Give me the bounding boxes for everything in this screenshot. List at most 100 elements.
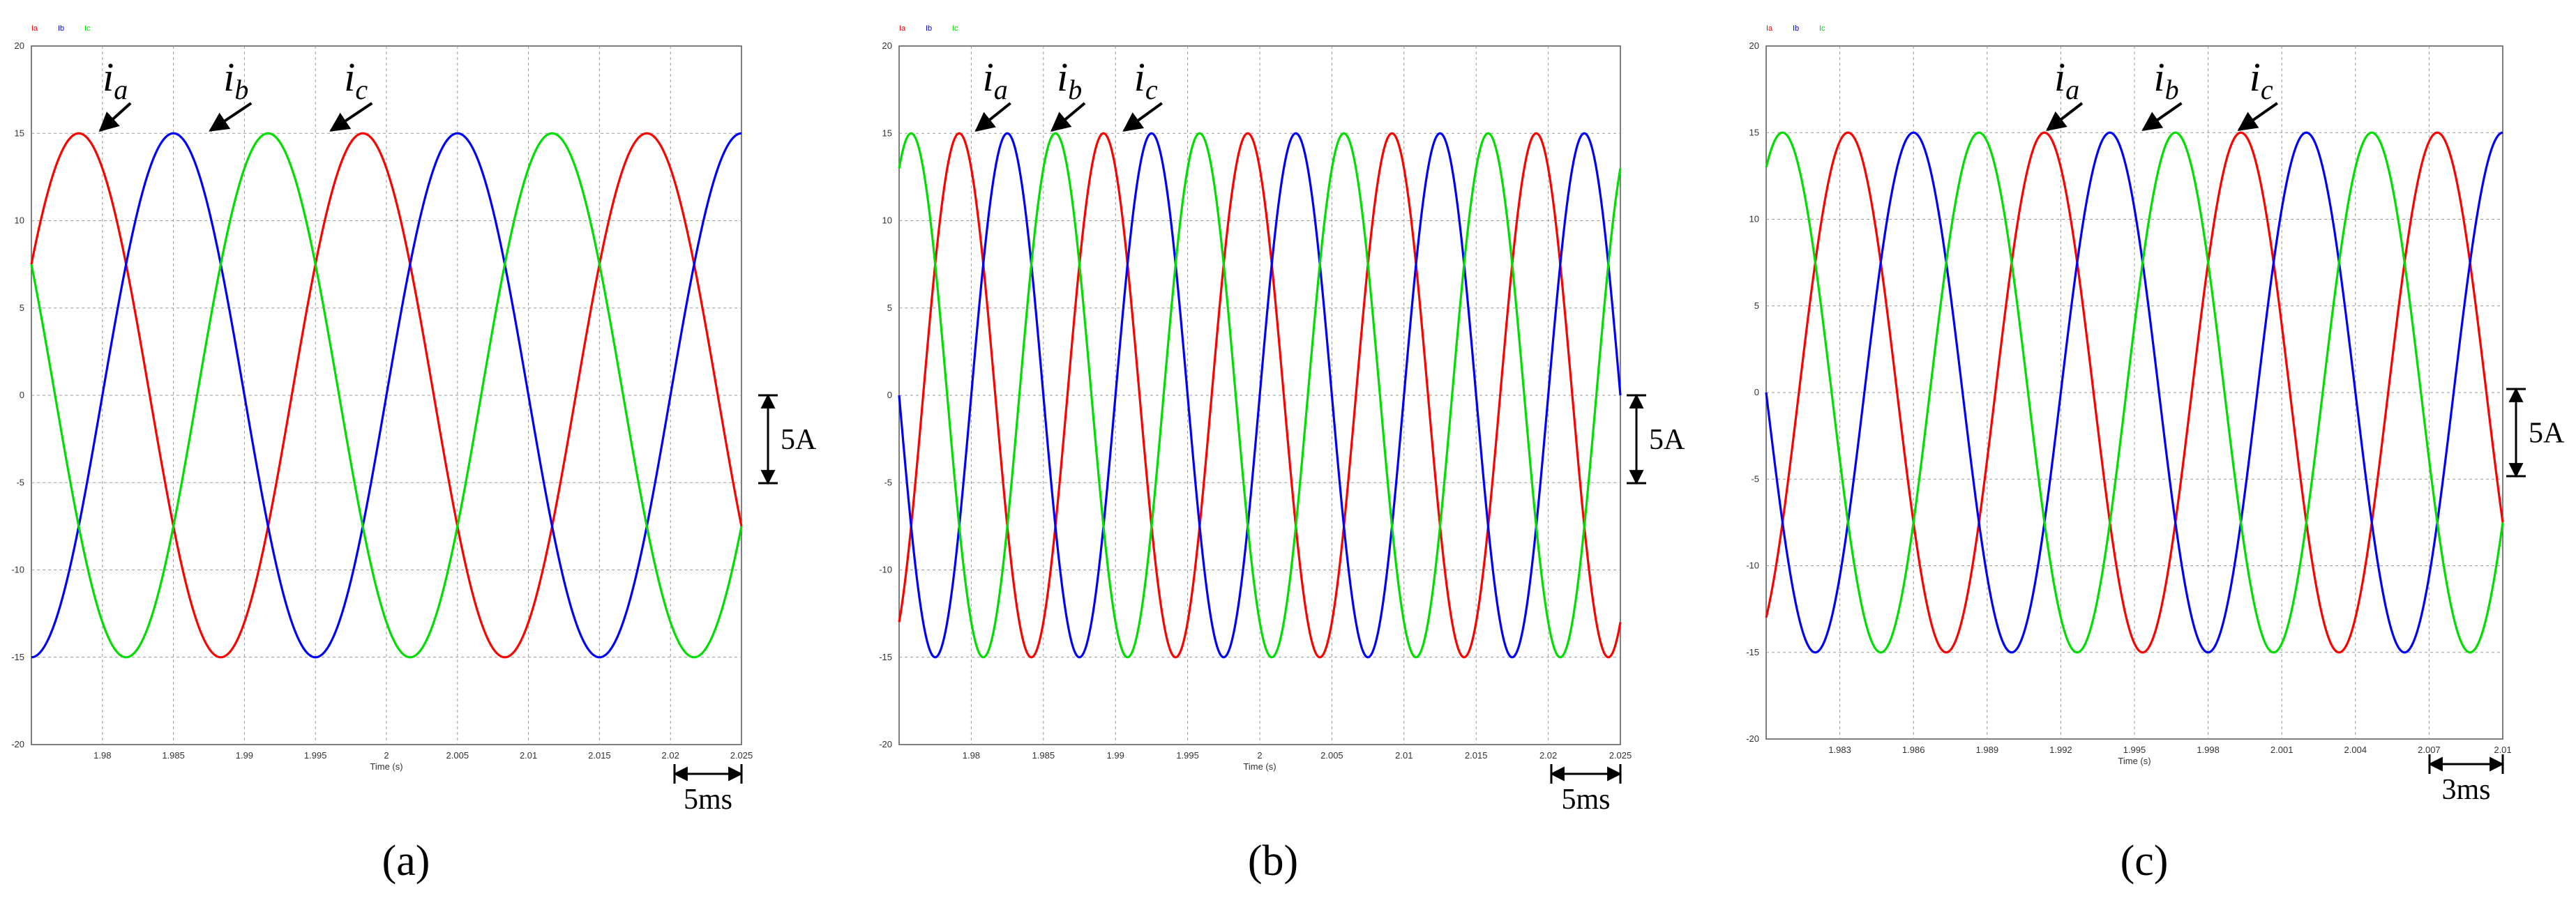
y-tick-label: -15: [879, 652, 892, 662]
series-line-ia: [898, 132, 1622, 659]
x-tick-label: 2.001: [2270, 745, 2293, 755]
curve-label-arrow: [2141, 102, 2183, 131]
legend-entry: Ia: [31, 24, 38, 33]
series-line-ib: [30, 132, 743, 659]
legend-entry: Ib: [926, 24, 932, 33]
x-tick-label: 2.015: [1465, 750, 1488, 761]
x-tick-label: 2.02: [1539, 750, 1557, 761]
x-tick-label: 2.01: [2494, 745, 2511, 755]
x-tick-label: 1.985: [162, 750, 185, 761]
y-tick-label: -15: [1746, 647, 1759, 657]
x-tick-label: 2.01: [520, 750, 537, 761]
x-tick-label: 2.004: [2344, 745, 2367, 755]
curve-label: ia: [983, 54, 1008, 105]
x-tick-label: 1.983: [1828, 745, 1851, 755]
curve-label-arrow: [98, 102, 132, 132]
curve-label-subscript: a: [114, 74, 128, 105]
panel-0: 1.98 1.985 1.99 1.995 2 2.005 2.01 2.015 2.02 2.0…: [11, 24, 817, 885]
legend-entry: Ib: [1793, 24, 1799, 33]
x-tick-label: 2.007: [2418, 745, 2441, 755]
y-tick-label: 5: [1754, 300, 1759, 311]
x-tick-label: 1.998: [2197, 745, 2220, 755]
curve-label-arrow: [974, 102, 1011, 132]
y-tick-label: 20: [15, 40, 24, 51]
x-tick-label: 2: [384, 750, 389, 761]
curve-label-letter: i: [2154, 54, 2165, 100]
legend-entry: Ic: [952, 24, 958, 33]
curve-label: ic: [344, 54, 368, 105]
panel-label: (c): [2121, 837, 2169, 885]
curve-label-subscript: b: [1068, 74, 1082, 105]
time-scale-label: 3ms: [2441, 774, 2490, 806]
y-tick-label: -5: [884, 477, 892, 487]
curve-label-subscript: c: [355, 74, 368, 105]
y-tick-label: 0: [887, 390, 892, 400]
curve-label-arrow: [2237, 102, 2278, 131]
y-tick-label: 10: [15, 215, 24, 226]
y-tick-label: 0: [1754, 387, 1759, 397]
y-tick-label: 15: [882, 128, 892, 138]
curve-label: ic: [1134, 54, 1158, 105]
curve-label-letter: i: [2054, 54, 2065, 100]
series-line-ic: [1765, 131, 2504, 654]
y-tick-label: -5: [16, 477, 24, 487]
curve-label: ib: [223, 54, 248, 105]
curve-label-letter: i: [1134, 54, 1145, 100]
x-tick-label: 1.995: [2123, 745, 2146, 755]
curve-label: ib: [2154, 54, 2179, 105]
legend-entry: Ia: [1766, 24, 1773, 33]
curve-label-subscript: c: [1145, 74, 1158, 105]
curve-label-letter: i: [1057, 54, 1068, 100]
y-tick-label: -20: [879, 739, 892, 749]
curve-label-letter: i: [2250, 54, 2261, 100]
x-tick-label: 2.025: [730, 750, 753, 761]
curve-label-subscript: b: [2165, 74, 2179, 105]
y-tick-label: 10: [882, 215, 892, 226]
y-tick-label: 15: [15, 128, 24, 138]
x-tick-label: 1.992: [2049, 745, 2072, 755]
x-axis-label: Time (s): [370, 761, 402, 772]
time-scale-label: 5ms: [684, 784, 732, 816]
legend-entry: Ia: [899, 24, 906, 33]
curve-label-letter: i: [344, 54, 355, 100]
series-line-ib: [1765, 131, 2504, 654]
y-tick-label: -15: [11, 652, 24, 662]
x-axis-label: Time (s): [2118, 756, 2151, 766]
curve-label: ia: [2054, 54, 2079, 105]
curve-label-subscript: b: [234, 74, 248, 105]
current-scale-label: 5A: [2529, 418, 2565, 450]
curve-label-letter: i: [103, 54, 114, 100]
series-line-ic: [30, 132, 743, 659]
panel-label: (b): [1248, 837, 1298, 885]
y-tick-label: 10: [1749, 214, 1759, 224]
curve-label: ia: [103, 54, 128, 105]
y-tick-label: 5: [20, 303, 24, 313]
y-tick-label: -10: [879, 565, 892, 575]
x-tick-label: 1.995: [304, 750, 327, 761]
curve-label-arrow: [1122, 102, 1163, 132]
legend-entry: Ic: [84, 24, 91, 33]
current-scale-label: 5A: [781, 424, 817, 456]
y-tick-label: 15: [1749, 127, 1759, 137]
curve-label-arrow: [1050, 102, 1086, 132]
current-scale-label: 5A: [1649, 424, 1685, 456]
x-tick-label: 2.02: [662, 750, 679, 761]
curve-label: ic: [2250, 54, 2273, 105]
series-line-ib: [898, 132, 1622, 659]
y-tick-label: 20: [882, 40, 892, 51]
y-tick-label: -5: [1751, 473, 1759, 484]
y-tick-label: 20: [1749, 40, 1759, 51]
x-tick-label: 1.98: [93, 750, 111, 761]
curve-label-arrow: [2046, 102, 2084, 131]
y-tick-label: -20: [1746, 733, 1759, 744]
curve-label-arrow: [209, 102, 253, 132]
x-tick-label: 1.985: [1032, 750, 1055, 761]
curve-label-arrow: [329, 102, 373, 132]
x-tick-label: 1.98: [963, 750, 980, 761]
time-scale-label: 5ms: [1561, 784, 1610, 816]
x-axis-label: Time (s): [1243, 761, 1276, 772]
y-tick-label: -10: [1746, 561, 1759, 571]
x-tick-label: 1.995: [1176, 750, 1199, 761]
series-line-ia: [30, 132, 743, 659]
